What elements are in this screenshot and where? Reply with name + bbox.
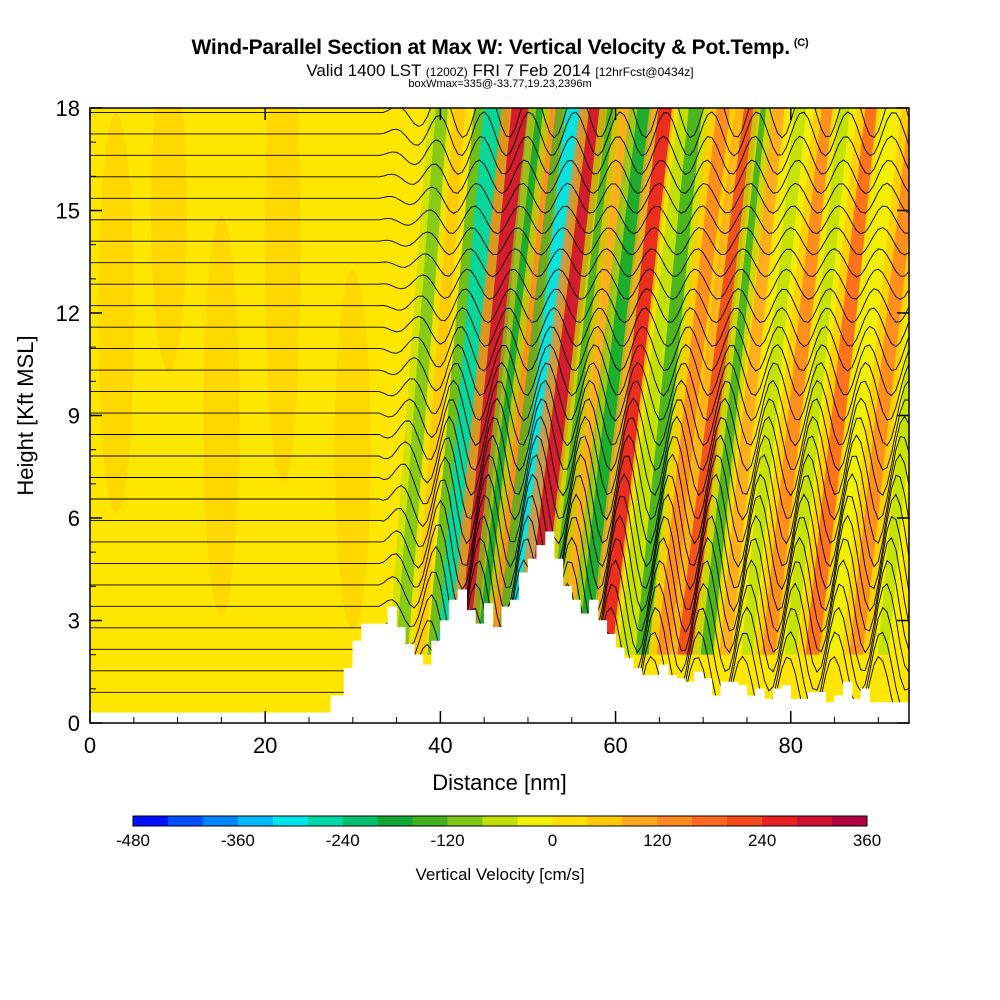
x-tick-label: 60: [603, 733, 627, 758]
colorbar-tick-label: -480: [116, 831, 150, 850]
colorbar-tick-label: -240: [326, 831, 360, 850]
theta-contour: [90, 397, 909, 472]
colorbar-tick-label: -360: [221, 831, 255, 850]
colorbar-swatch: [762, 816, 798, 826]
x-tick-label: 40: [428, 733, 452, 758]
theta-contour: [90, 473, 909, 568]
field-patch: [150, 108, 187, 371]
w-band-core: [458, 108, 529, 655]
colorbar-swatch: [447, 816, 483, 826]
chart-title-text: Wind-Parallel Section at Max W: Vertical…: [191, 36, 791, 59]
chart-title-tag: (C): [793, 37, 809, 49]
colorbar-tick-label: 0: [548, 831, 557, 850]
theta-contour: [90, 343, 909, 397]
w-band-core: [849, 110, 909, 655]
colorbar-swatch: [482, 816, 518, 826]
theta-contour: [90, 135, 909, 176]
colorbar-swatch: [342, 816, 378, 826]
colorbar-tick-label: 240: [748, 831, 776, 850]
theta-contour: [90, 307, 909, 348]
chart-subtitle: Valid 1400 LST (1200Z) FRI 7 Feb 2014 [1…: [0, 61, 1000, 81]
y-tick-label: 12: [56, 301, 80, 326]
theta-contour: [90, 108, 909, 139]
x-tick-label: 0: [84, 733, 96, 758]
field-patch: [98, 113, 135, 513]
colorbar-swatch: [552, 816, 588, 826]
subtitle-forecast: [12hrFcst@0434z]: [595, 65, 694, 79]
subtitle-utc: (1200Z): [425, 65, 468, 79]
theta-contour: [90, 288, 909, 324]
theta-contour: [90, 536, 909, 634]
colorbar-tick-label: 360: [853, 831, 881, 850]
theta-contour: [90, 205, 909, 235]
theta-contour: [90, 361, 909, 422]
chart-subtitle-box: boxWmax=335@-33.77,19.23,2396m: [408, 78, 592, 90]
colorbar-swatch: [412, 816, 448, 826]
theta-contour: [90, 434, 909, 521]
terrain-mask: [90, 531, 909, 723]
field-patch: [203, 215, 240, 616]
theta-contour: [90, 248, 909, 278]
colorbar-swatch: [727, 816, 763, 826]
x-axis-label: Distance [nm]: [432, 770, 567, 795]
subtitle-date: FRI 7 Feb 2014: [472, 61, 591, 80]
y-tick-label: 9: [68, 404, 80, 429]
field-patch: [334, 269, 371, 630]
plot-area: [90, 108, 909, 723]
w-band-core: [414, 108, 466, 655]
theta-contour: [90, 514, 909, 613]
colorbar-swatch: [237, 816, 274, 826]
colorbar-swatch: [587, 816, 623, 826]
theta-contour: [90, 379, 909, 447]
colorbar-tick-label: 120: [643, 831, 671, 850]
colorbar-tick-label: -120: [431, 831, 465, 850]
colorbar-swatch: [797, 816, 833, 826]
colorbar-swatch: [272, 816, 309, 826]
theta-contour: [90, 415, 909, 497]
y-tick-label: 6: [68, 506, 80, 531]
y-axis-label: Height [Kft MSL]: [13, 335, 38, 495]
y-tick-label: 0: [68, 711, 80, 736]
colorbar-swatch: [657, 816, 693, 826]
theta-contour: [90, 325, 909, 372]
subtitle-valid: Valid 1400 LST: [306, 61, 422, 80]
colorbar-swatch: [377, 816, 413, 826]
chart-title: Wind-Parallel Section at Max W: Vertical…: [0, 36, 1000, 60]
theta-contour: [90, 182, 909, 214]
field-patch: [264, 108, 301, 485]
colorbar-swatch: [622, 816, 658, 826]
colorbar-swatch: [202, 816, 239, 826]
w-band-core: [877, 331, 909, 655]
colorbar-swatch: [692, 816, 728, 826]
w-band-core: [829, 108, 894, 655]
colorbar-swatch: [307, 816, 344, 826]
y-tick-label: 3: [68, 609, 80, 634]
theta-contour: [90, 268, 909, 300]
colorbar-label: Vertical Velocity [cm/s]: [415, 865, 584, 884]
theta-contour: [90, 453, 909, 545]
w-band-envelope: [841, 108, 909, 655]
colorbar-swatch: [832, 816, 868, 826]
colorbar-frame: [132, 815, 868, 827]
x-tick-label: 80: [779, 733, 803, 758]
colorbar-swatch: [517, 816, 553, 826]
theta-contour: [90, 111, 909, 157]
theta-contour: [90, 159, 909, 195]
y-tick-label: 15: [56, 199, 80, 224]
theta-contour: [90, 493, 909, 591]
y-tick-label: 18: [56, 96, 80, 121]
w-band-core: [761, 108, 836, 655]
colorbar-swatch: [133, 816, 169, 826]
colorbar-swatch: [167, 816, 204, 826]
w-band-envelope: [871, 268, 909, 655]
theta-contour: [90, 227, 909, 256]
x-tick-label: 20: [253, 733, 277, 758]
w-band-core: [719, 108, 785, 655]
w-band-core: [395, 108, 449, 655]
